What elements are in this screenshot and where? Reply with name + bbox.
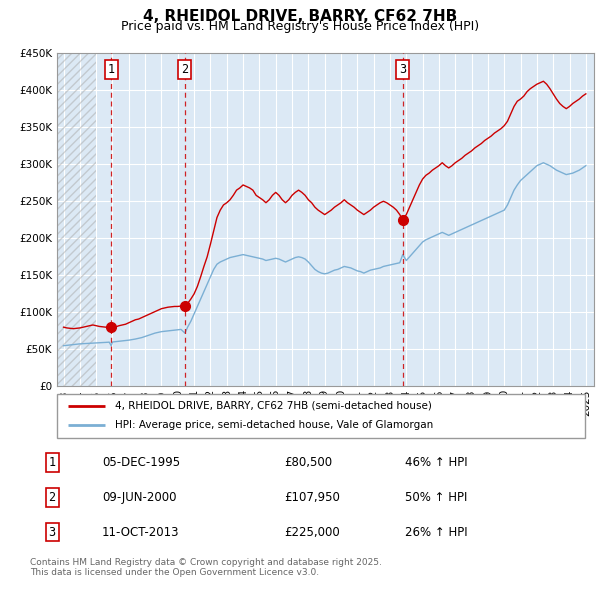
Text: 11-OCT-2013: 11-OCT-2013 [102,526,179,539]
Text: This data is licensed under the Open Government Licence v3.0.: This data is licensed under the Open Gov… [30,568,319,576]
Text: 1: 1 [49,455,56,468]
Text: 05-DEC-1995: 05-DEC-1995 [102,455,180,468]
Text: 4, RHEIDOL DRIVE, BARRY, CF62 7HB (semi-detached house): 4, RHEIDOL DRIVE, BARRY, CF62 7HB (semi-… [115,401,432,411]
Text: 3: 3 [49,526,56,539]
Text: Contains HM Land Registry data © Crown copyright and database right 2025.: Contains HM Land Registry data © Crown c… [30,558,382,566]
Text: 50% ↑ HPI: 50% ↑ HPI [406,490,468,504]
Text: Price paid vs. HM Land Registry's House Price Index (HPI): Price paid vs. HM Land Registry's House … [121,20,479,33]
Bar [57,53,96,386]
Text: 4, RHEIDOL DRIVE, BARRY, CF62 7HB: 4, RHEIDOL DRIVE, BARRY, CF62 7HB [143,9,457,24]
Text: 2: 2 [181,63,188,76]
Text: HPI: Average price, semi-detached house, Vale of Glamorgan: HPI: Average price, semi-detached house,… [115,421,433,430]
Text: £80,500: £80,500 [284,455,332,468]
Text: 1: 1 [107,63,115,76]
Text: £107,950: £107,950 [284,490,340,504]
FancyBboxPatch shape [57,394,585,438]
Bar [57,53,96,386]
Text: 3: 3 [399,63,406,76]
Text: 26% ↑ HPI: 26% ↑ HPI [406,526,468,539]
Text: 09-JUN-2000: 09-JUN-2000 [102,490,176,504]
Text: £225,000: £225,000 [284,526,340,539]
Text: 2: 2 [49,490,56,504]
Text: 46% ↑ HPI: 46% ↑ HPI [406,455,468,468]
